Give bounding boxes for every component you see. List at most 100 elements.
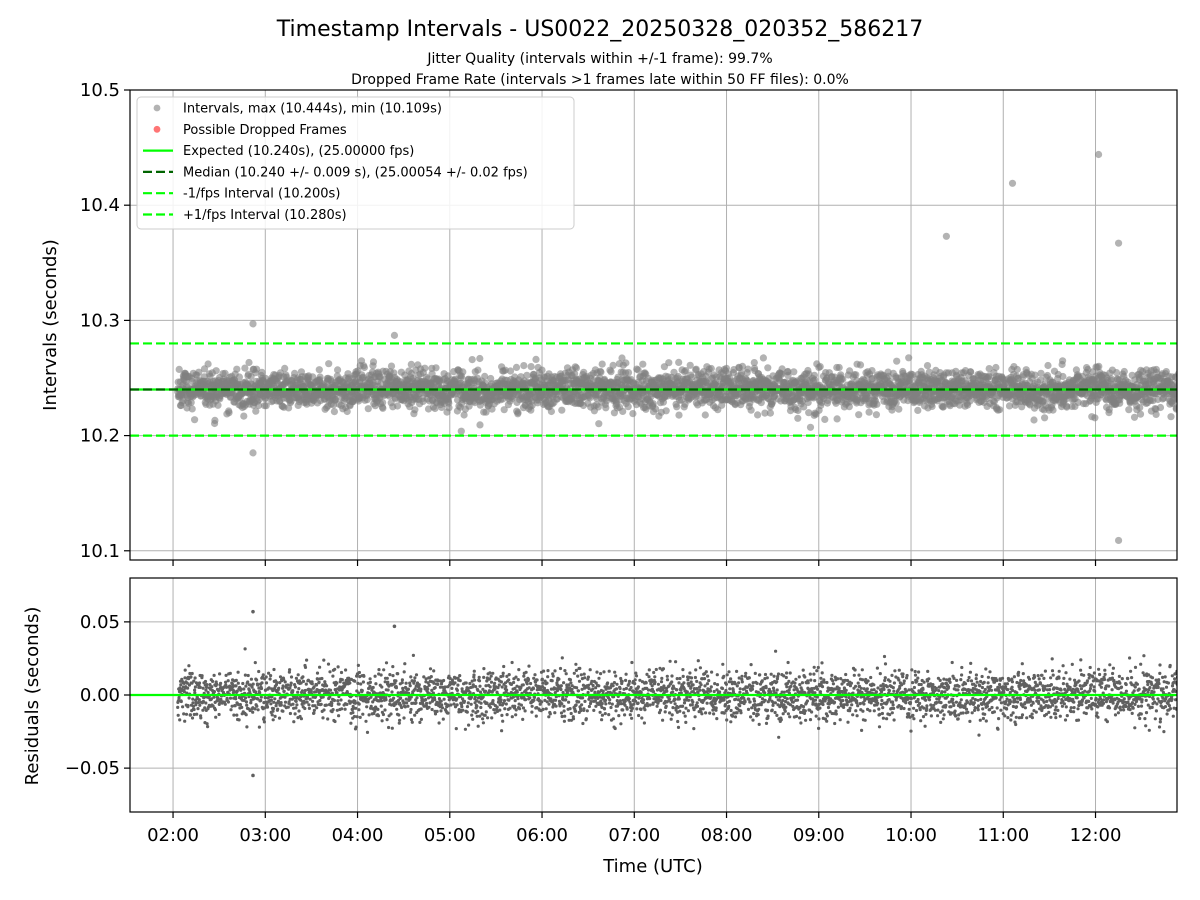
residual-point	[197, 681, 202, 685]
residual-point	[278, 681, 282, 685]
residual-point	[406, 687, 410, 691]
residual-point	[176, 713, 180, 717]
residual-point	[267, 686, 271, 690]
residual-point	[335, 681, 339, 685]
interval-outlier-point	[249, 449, 257, 457]
legend-entry: Median (10.240 +/- 0.009 s), (25.00054 +…	[183, 165, 528, 180]
residual-point	[217, 712, 221, 717]
interval-point	[175, 365, 183, 373]
residual-point	[322, 708, 326, 712]
residual-point	[384, 661, 389, 665]
residual-point	[331, 708, 335, 712]
interval-point	[211, 416, 219, 424]
interval-point	[1063, 403, 1071, 411]
residual-point	[268, 677, 272, 681]
interval-point	[1030, 416, 1038, 424]
residual-point	[439, 709, 443, 713]
residual-point	[196, 700, 201, 705]
residual-point	[307, 706, 311, 711]
residual-point	[358, 715, 362, 720]
residual-point	[273, 714, 277, 719]
residual-point	[387, 684, 391, 688]
residual-point	[256, 708, 260, 712]
interval-point	[872, 411, 881, 419]
residual-point	[257, 669, 261, 674]
residual-point	[389, 712, 393, 716]
residual-point	[185, 681, 189, 685]
residual-point	[390, 726, 394, 730]
residual-point	[270, 713, 274, 717]
residual-point	[201, 686, 205, 690]
residual-point	[398, 718, 402, 722]
residual-point	[271, 718, 275, 722]
residual-point	[328, 670, 332, 674]
residual-point	[357, 691, 361, 695]
residual-point	[288, 711, 292, 716]
residual-point	[385, 718, 389, 722]
residual-point	[314, 683, 319, 687]
interval-point	[811, 376, 819, 384]
interval-point	[262, 402, 270, 410]
residual-point	[404, 681, 408, 685]
residual-point	[297, 709, 301, 713]
residual-point	[304, 682, 308, 686]
interval-point	[675, 411, 683, 419]
residual-point	[235, 689, 239, 693]
interval-point	[1112, 369, 1121, 377]
residual-point	[354, 706, 358, 710]
residual-point	[183, 668, 187, 672]
residual-point	[262, 720, 266, 724]
residual-point	[429, 675, 433, 679]
interval-point	[316, 373, 324, 381]
residual-point	[439, 699, 443, 703]
interval-point	[1044, 361, 1052, 370]
residual-point	[377, 672, 381, 676]
residual-point	[339, 698, 343, 702]
interval-point	[459, 368, 467, 376]
residual-point	[192, 712, 196, 717]
residual-point	[313, 704, 317, 708]
interval-point	[893, 357, 901, 365]
residual-point	[299, 717, 303, 721]
residual-point	[380, 685, 384, 689]
residual-point	[233, 704, 237, 708]
residual-point	[433, 698, 437, 702]
residual-point	[232, 713, 236, 717]
residual-point	[275, 681, 279, 685]
residual-point	[251, 710, 255, 714]
residual-point	[272, 667, 276, 672]
interval-point	[624, 403, 632, 411]
legend-entry: +1/fps Interval (10.280s)	[183, 208, 347, 223]
interval-point	[481, 372, 489, 380]
interval-point	[387, 362, 396, 370]
residual-point	[204, 688, 208, 692]
interval-point	[474, 366, 482, 374]
residual-point	[191, 704, 196, 709]
residual-point	[283, 700, 288, 704]
residual-point	[410, 720, 414, 724]
residual-point	[359, 682, 363, 686]
residual-point	[360, 689, 364, 693]
residual-point	[379, 704, 383, 708]
residual-point	[345, 702, 349, 707]
residual-point	[446, 711, 450, 715]
residual-point	[303, 688, 307, 693]
interval-point	[757, 399, 765, 407]
residual-point	[179, 683, 183, 687]
interval-point	[682, 367, 690, 375]
interval-point	[665, 359, 673, 367]
residual-point	[261, 673, 265, 677]
interval-point	[967, 368, 975, 376]
residual-point	[294, 676, 298, 680]
residual-point	[303, 665, 308, 670]
residual-point	[178, 690, 182, 694]
interval-point	[241, 364, 249, 372]
residual-point	[409, 707, 413, 712]
interval-point	[330, 408, 338, 416]
residual-point	[415, 696, 419, 700]
residual-point	[200, 674, 204, 678]
residual-point	[366, 700, 370, 704]
interval-point	[514, 408, 522, 417]
residual-point	[216, 698, 220, 702]
